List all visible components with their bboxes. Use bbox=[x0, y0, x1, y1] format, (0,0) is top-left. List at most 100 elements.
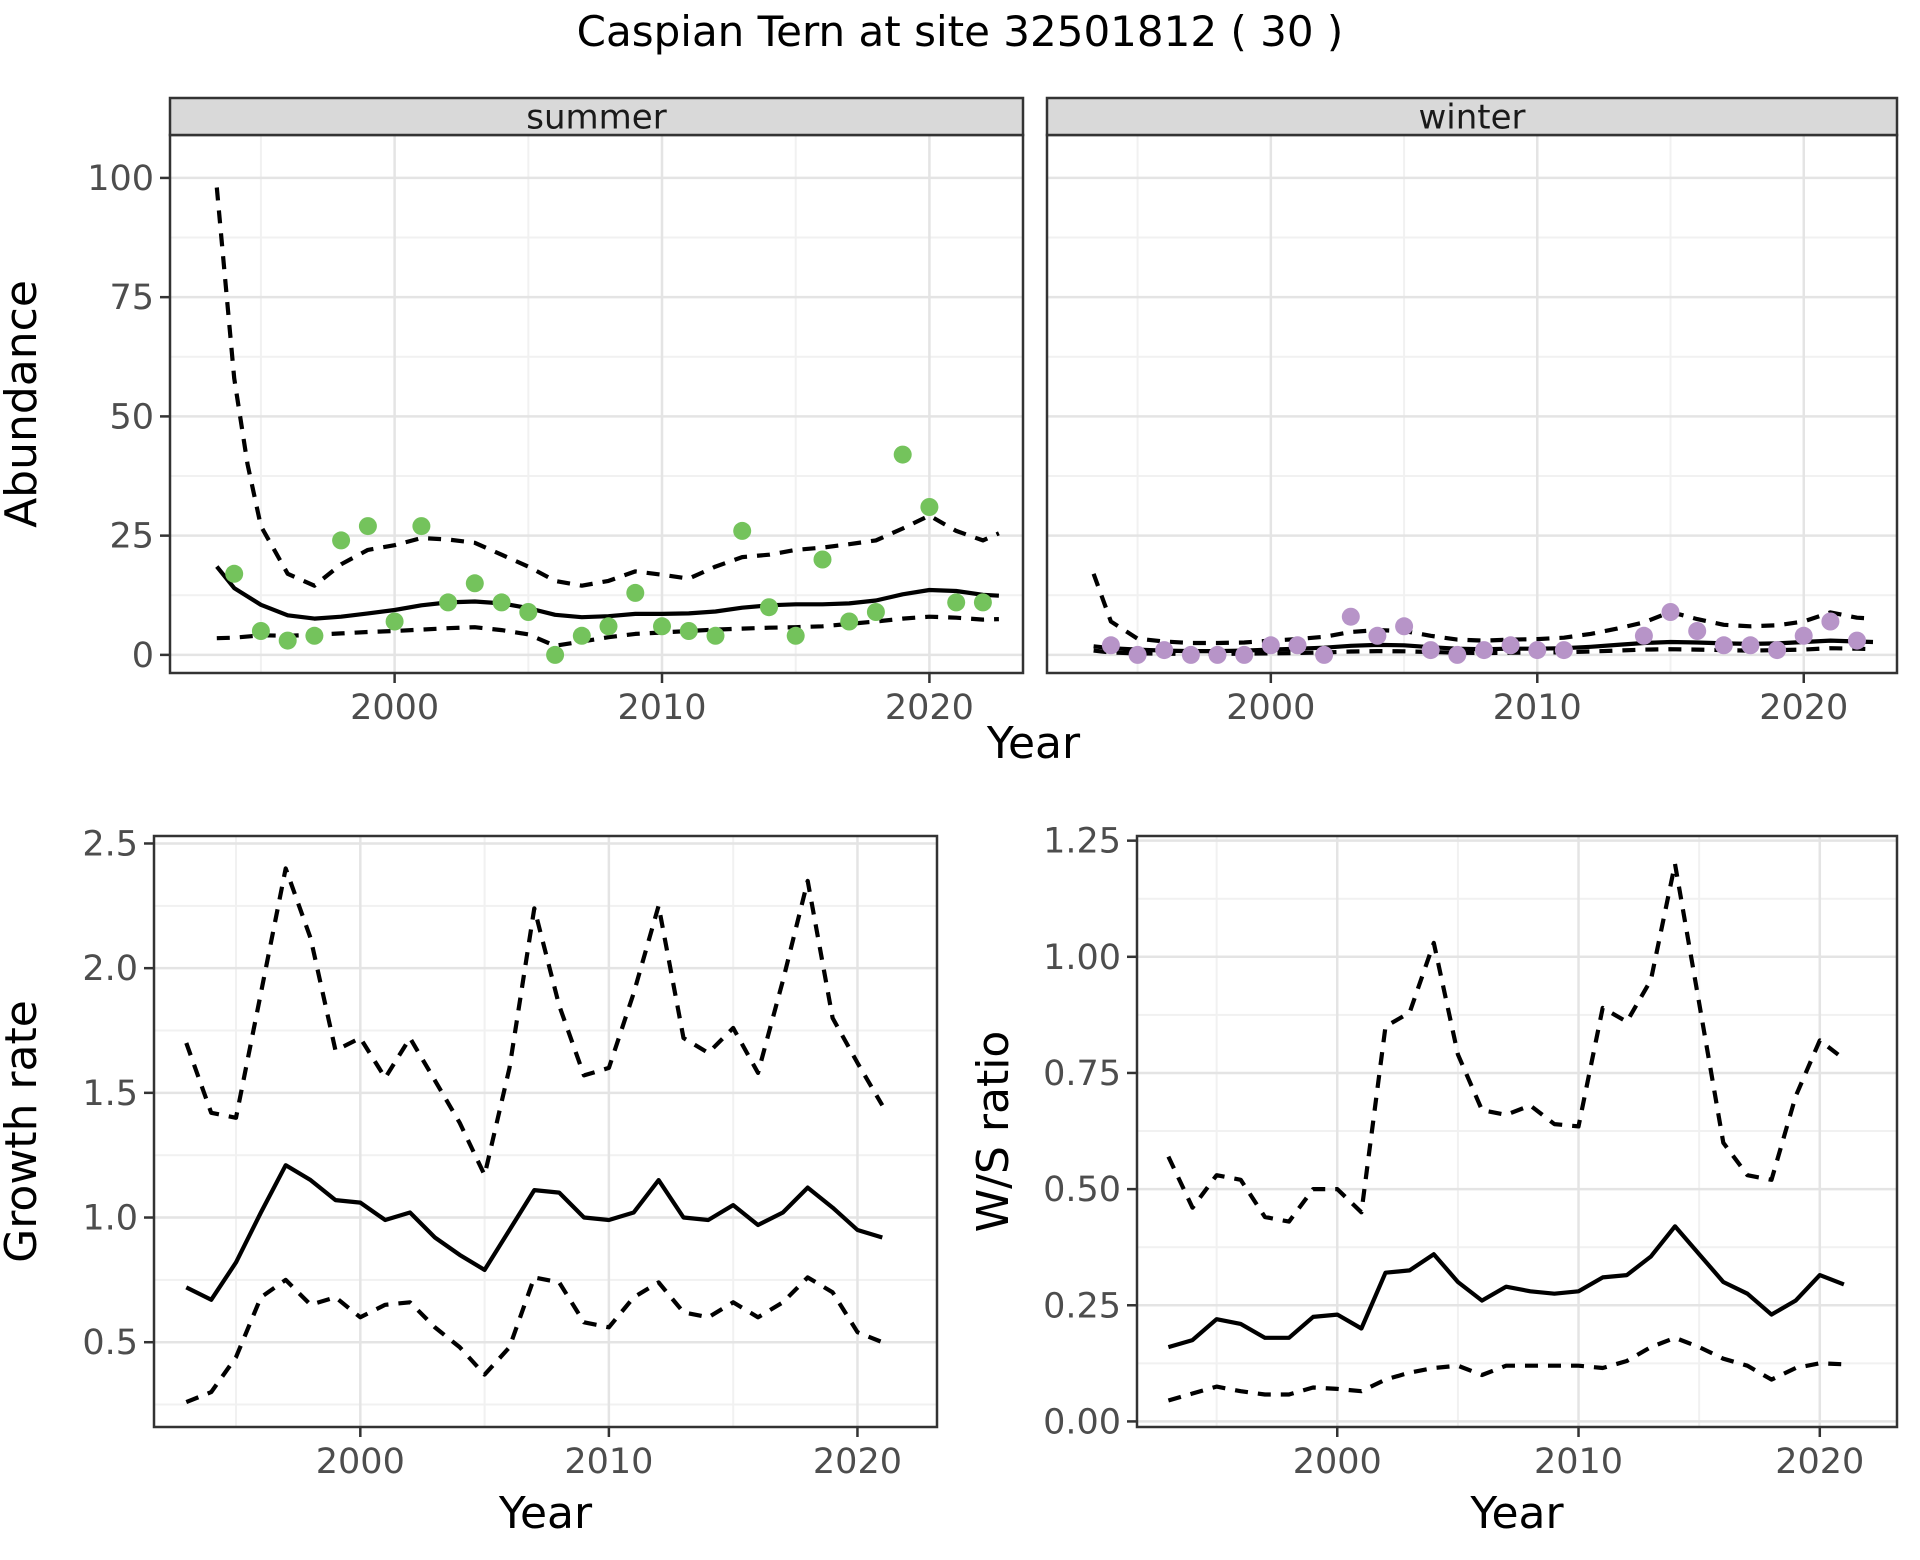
abundance-winter-data-point bbox=[1661, 603, 1680, 621]
growth-rate-y-tick-label: 0.5 bbox=[82, 1323, 138, 1363]
abundance-winter-data-point bbox=[1261, 636, 1280, 655]
ws-ratio-x-axis-title: Year bbox=[1469, 1488, 1564, 1539]
abundance-summer-data-point bbox=[813, 550, 832, 569]
growth-rate-upper-ci-line bbox=[184, 866, 885, 1178]
abundance-winter-data-point bbox=[1208, 645, 1227, 664]
growth-rate-y-tick-label: 2.5 bbox=[82, 824, 138, 864]
abundance-summer-data-point bbox=[519, 603, 538, 621]
ws-ratio-y-tick-label: 0.75 bbox=[1043, 1054, 1121, 1094]
abundance-summer-lower-ci-line bbox=[216, 614, 999, 648]
ws-ratio-fit-line bbox=[1167, 1224, 1845, 1350]
abundance-summer-data-point bbox=[225, 564, 244, 583]
abundance-winter-data-point bbox=[1155, 641, 1174, 660]
abundance-winter-data-point bbox=[1288, 636, 1307, 655]
abundance-winter-data-point bbox=[1341, 607, 1360, 626]
abundance-summer-data-point bbox=[278, 631, 297, 650]
abundance-winter-data-point bbox=[1475, 641, 1493, 660]
ws-ratio-lower-ci-line bbox=[1167, 1335, 1844, 1403]
abundance-winter-data-point bbox=[1235, 645, 1254, 664]
abundance-summer-y-tick-label: 75 bbox=[109, 278, 154, 318]
abundance-summer-data-point bbox=[385, 612, 404, 631]
abundance-winter-data-point bbox=[1634, 626, 1653, 645]
growth-rate-x-axis-title: Year bbox=[498, 1488, 593, 1539]
ws-ratio-y-axis-title: W/S ratio bbox=[968, 1031, 1019, 1233]
abundance-summer-data-point bbox=[572, 626, 591, 645]
ws-ratio-x-tick-label: 2000 bbox=[1293, 1442, 1382, 1482]
growth-rate-x-tick-label: 2000 bbox=[316, 1442, 405, 1482]
ws-ratio-y-tick-label: 1.00 bbox=[1043, 938, 1121, 978]
abundance-winter-upper-ci-line bbox=[1091, 573, 1874, 646]
growth-rate-y-tick-label: 2.0 bbox=[82, 949, 138, 989]
abundance-summer-facet-strip bbox=[168, 96, 1025, 137]
ws-ratio-y-tick-label: 0.50 bbox=[1043, 1170, 1121, 1210]
abundance-winter-data-point bbox=[1528, 641, 1547, 660]
abundance-summer-data-point bbox=[973, 593, 992, 612]
growth-rate-lower-ci-line bbox=[185, 1275, 884, 1405]
abundance-summer-data-point bbox=[305, 626, 324, 645]
abundance-summer-y-tick-label: 100 bbox=[87, 159, 154, 199]
growth-rate-x-tick-label: 2010 bbox=[564, 1442, 653, 1482]
abundance-winter-data-point bbox=[1181, 645, 1200, 664]
abundance-summer-data-point bbox=[653, 617, 671, 636]
abundance-summer-data-point bbox=[412, 517, 431, 536]
abundance-summer-fit-line bbox=[215, 565, 1000, 621]
abundance-summer-x-tick-label: 2000 bbox=[350, 688, 439, 728]
abundance-summer-data-point bbox=[546, 645, 565, 664]
plot-title: Caspian Tern at site 32501812 ( 30 ) bbox=[577, 7, 1344, 56]
abundance-winter-data-point bbox=[1315, 645, 1334, 664]
abundance-summer-data-point bbox=[760, 598, 778, 617]
ws-ratio-x-tick-label: 2010 bbox=[1534, 1442, 1623, 1482]
abundance-winter-data-point bbox=[1714, 636, 1733, 655]
abundance-winter-data-point bbox=[1421, 641, 1440, 660]
abundance-summer-x-tick-label: 2010 bbox=[617, 688, 706, 728]
abundance-winter-data-point bbox=[1768, 641, 1787, 660]
abundance-summer-data-point bbox=[866, 603, 885, 621]
abundance-summer-data-point bbox=[251, 622, 270, 640]
abundance-winter-data-point bbox=[1101, 636, 1120, 655]
growth-rate-y-tick-label: 1.5 bbox=[82, 1074, 138, 1114]
abundance-summer-y-tick-label: 0 bbox=[132, 636, 154, 676]
abundance-winter-data-point bbox=[1821, 612, 1840, 631]
abundance-summer-data-point bbox=[706, 626, 725, 645]
abundance-winter-data-point bbox=[1741, 636, 1760, 655]
growth-rate-y-tick-label: 1.0 bbox=[82, 1199, 138, 1239]
abundance-winter-data-point bbox=[1448, 645, 1467, 664]
abundance-summer-data-point bbox=[893, 445, 912, 464]
abundance-summer-data-point bbox=[626, 583, 645, 602]
abundance-summer-upper-ci-line bbox=[214, 187, 1000, 588]
growth-rate-y-axis-title: Growth rate bbox=[0, 1000, 47, 1263]
abundance-winter-facet-strip-label: winter bbox=[1418, 98, 1525, 138]
growth-rate-panel-border bbox=[152, 834, 939, 1429]
growth-rate-x-tick-label: 2020 bbox=[813, 1442, 902, 1482]
abundance-winter-data-point bbox=[1554, 641, 1573, 660]
abundance-summer-data-point bbox=[786, 626, 805, 645]
abundance-summer-panel-bg bbox=[170, 135, 1023, 673]
abundance-summer-y-axis-title: Abundance bbox=[0, 280, 47, 528]
abundance-summer-data-point bbox=[599, 617, 618, 636]
abundance-x-axis-title: Year bbox=[986, 718, 1081, 769]
abundance-summer-data-point bbox=[840, 612, 859, 631]
ws-ratio-x-tick-label: 2020 bbox=[1775, 1442, 1864, 1482]
abundance-winter-x-tick-label: 2000 bbox=[1226, 688, 1315, 728]
abundance-winter-facet-strip bbox=[1045, 96, 1899, 137]
abundance-summer-data-point bbox=[465, 574, 484, 593]
abundance-winter-x-tick-label: 2010 bbox=[1493, 688, 1582, 728]
ws-ratio-panel-border bbox=[1135, 834, 1899, 1429]
abundance-winter-panel-bg bbox=[1047, 135, 1897, 673]
ws-ratio-y-tick-label: 1.25 bbox=[1043, 822, 1121, 862]
growth-rate-fit-line bbox=[185, 1163, 883, 1302]
abundance-winter-data-point bbox=[1794, 626, 1813, 645]
abundance-summer-x-tick-label: 2020 bbox=[885, 688, 974, 728]
abundance-summer-y-tick-label: 50 bbox=[109, 397, 154, 437]
abundance-summer-data-point bbox=[947, 593, 966, 612]
abundance-winter-data-point bbox=[1368, 626, 1387, 645]
abundance-summer-data-point bbox=[733, 521, 752, 540]
abundance-winter-data-point bbox=[1848, 631, 1866, 650]
abundance-summer-data-point bbox=[332, 531, 351, 550]
abundance-winter-data-point bbox=[1501, 636, 1520, 655]
abundance-winter-data-point bbox=[1128, 645, 1147, 664]
abundance-summer-data-point bbox=[439, 593, 458, 612]
abundance-summer-facet-strip-label: summer bbox=[526, 98, 666, 138]
